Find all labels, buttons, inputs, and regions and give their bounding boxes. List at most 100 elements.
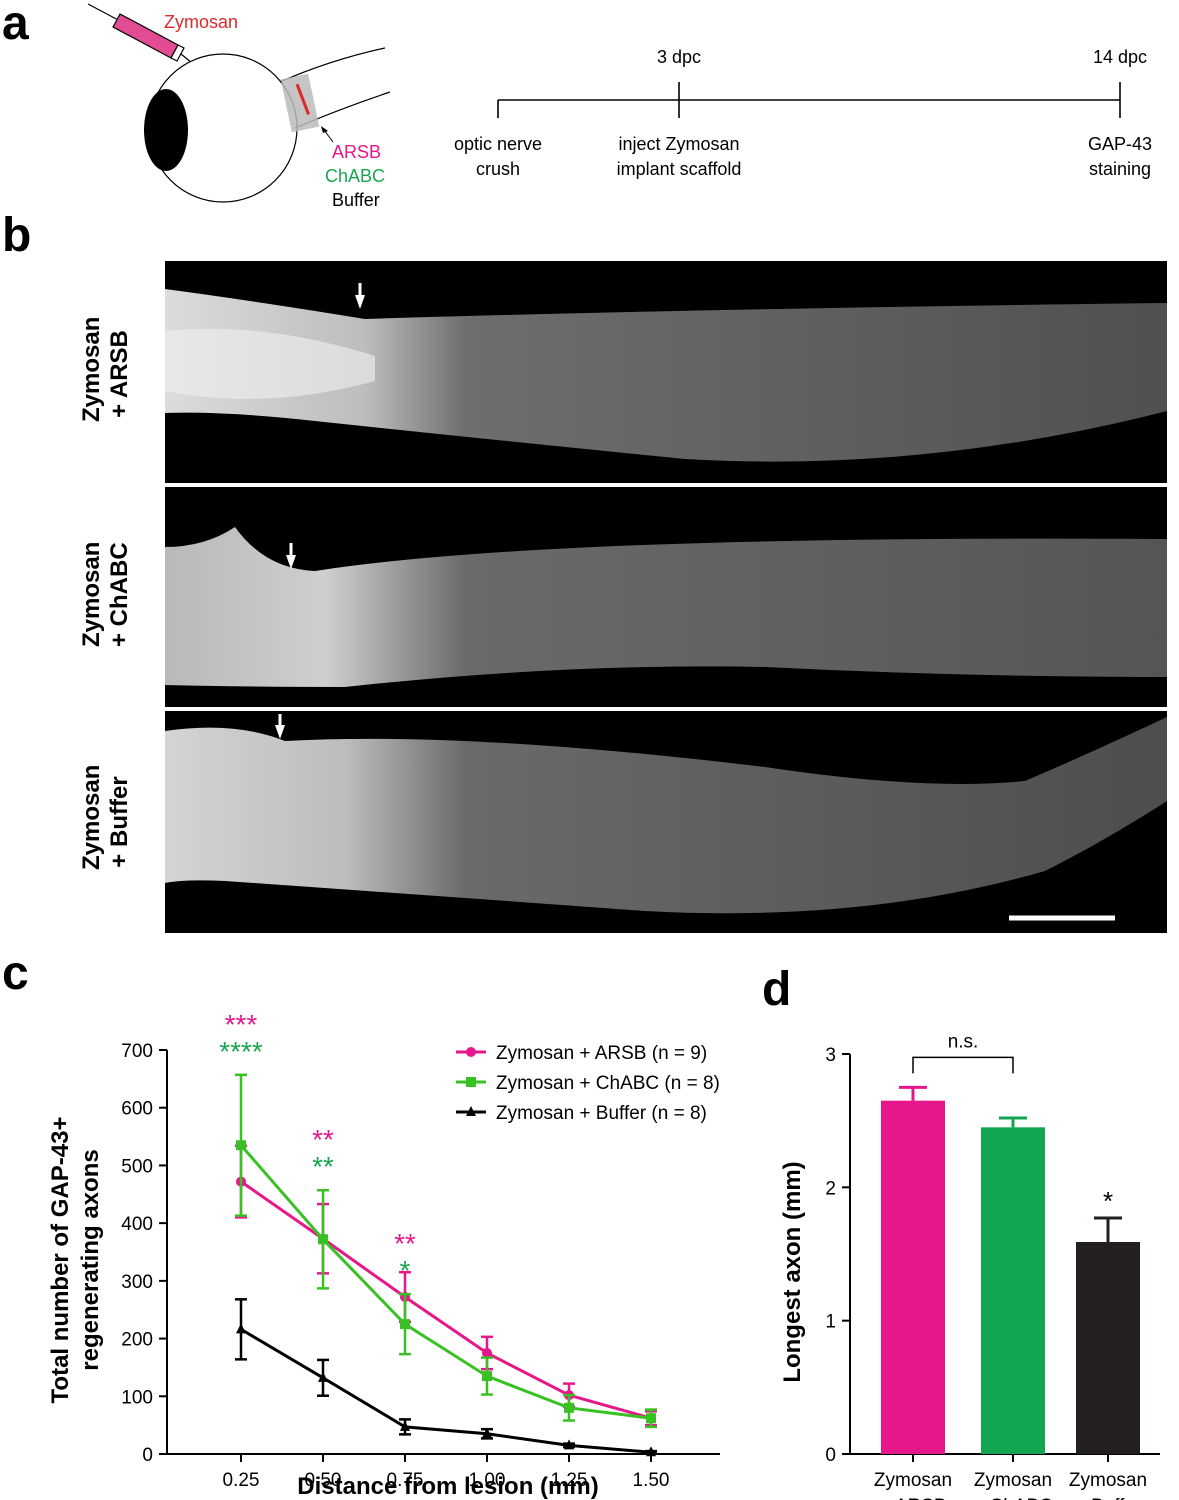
significance-stars: **** (219, 1036, 263, 1067)
y-tick-label: 500 (121, 1156, 153, 1177)
line-chart-ylabel-2: regenerating axons (77, 1149, 104, 1370)
series-line (240, 1180, 652, 1420)
arrow-icon (286, 555, 296, 569)
data-point (400, 1420, 410, 1431)
panel-label-d: d (762, 963, 792, 1016)
row-label-chabc-line1: Zymosan (78, 541, 105, 647)
series-1 (235, 1073, 657, 1429)
y-tick-label: 0 (825, 1445, 836, 1466)
line-chart-annotations: ************** (219, 1009, 416, 1286)
y-tick-label: 3 (825, 1045, 836, 1066)
bar-chart-bars: Zymosan + ARSB Zymosan + ChABC Zymosan + Buff… (874, 1031, 1147, 1500)
y-tick-label: 600 (121, 1099, 153, 1120)
eye-schematic: Zymosan ARSB ChABC Buffer (87, 3, 391, 210)
series-0 (235, 1144, 657, 1427)
data-point (482, 1427, 492, 1438)
line-chart-ylabel-1: Total number of GAP-43+ (47, 1117, 74, 1404)
row-label-arsb-line1: Zymosan (78, 316, 105, 422)
legend-label: Zymosan + Buffer (n = 8) (496, 1103, 707, 1124)
panel-label-a: a (2, 0, 29, 50)
legend-label: Zymosan + ARSB (n = 9) (496, 1043, 707, 1064)
data-point (236, 1323, 246, 1334)
row-label-arsb-line2: + ARSB (106, 330, 133, 418)
timeline-tick-bottom-2a: inject Zymosan (618, 134, 739, 154)
treatment-chabc: ChABC (325, 166, 385, 186)
line-chart: 0 100 200 300 400 500 600 700 0.25 0.50 0.75 1.00 1.… (47, 1009, 720, 1500)
data-point (236, 1140, 246, 1151)
y-tick-label: 200 (121, 1330, 153, 1351)
x-tick-label: 1.25 (551, 1470, 588, 1491)
row-label-chabc: Zymosan + ChABC (78, 541, 174, 647)
bar (881, 1100, 945, 1454)
bar (1076, 1242, 1140, 1454)
timeline: 3 dpc 14 dpc optic nerve crush inject Zy… (454, 47, 1152, 179)
x-tick-label: Zymosan (1069, 1470, 1147, 1491)
x-tick-label: 0.50 (305, 1470, 342, 1491)
x-tick-label: + Buffer (1075, 1496, 1142, 1500)
y-tick-label: 700 (121, 1041, 153, 1062)
significance-label: n.s. (948, 1031, 979, 1052)
row-label-chabc-line2: + ChABC (106, 542, 133, 647)
line-chart-series (235, 1073, 657, 1457)
data-point (466, 1077, 476, 1087)
treatment-arsb: ARSB (332, 142, 381, 162)
significance-stars: *** (225, 1009, 258, 1040)
x-tick-label: Zymosan (974, 1470, 1052, 1491)
timeline-tick-top-3: 14 dpc (1093, 47, 1147, 67)
row-label-arsb: Zymosan + ARSB (78, 316, 174, 422)
line-chart-xlabel: Distance from lesion (mm) (297, 1473, 598, 1500)
data-point (466, 1047, 476, 1057)
timeline-tick-top-2: 3 dpc (657, 47, 701, 67)
x-tick-label: + ChABC (973, 1496, 1053, 1500)
series-2 (235, 1298, 657, 1457)
significance-stars: * (1103, 1186, 1113, 1216)
legend-entry: Zymosan + Buffer (n = 8) (456, 1103, 707, 1124)
line-chart-axes: 0 100 200 300 400 500 600 700 0.25 0.50 0.75 1.00 1.… (121, 1041, 720, 1491)
data-point (482, 1348, 492, 1358)
treatment-buffer: Buffer (332, 190, 380, 210)
row-label-buffer-line2: + Buffer (106, 776, 133, 868)
legend-entry: Zymosan + ARSB (n = 9) (456, 1043, 707, 1064)
y-tick-label: 100 (121, 1387, 153, 1408)
data-point (646, 1446, 656, 1457)
x-tick-label: 1.50 (633, 1470, 670, 1491)
data-point (564, 1402, 574, 1413)
bar-chart-ylabel: Longest axon (mm) (779, 1161, 806, 1382)
row-label-buffer: Zymosan + Buffer (78, 764, 174, 870)
data-point (318, 1234, 328, 1245)
x-tick-label: Zymosan (874, 1470, 952, 1491)
significance-stars: ** (312, 1151, 334, 1182)
micrograph-chabc (165, 487, 1167, 707)
bar (981, 1127, 1045, 1454)
x-tick-label: 0.75 (387, 1470, 424, 1491)
arrow-icon (355, 295, 365, 309)
bar-chart: 0 1 2 3 Zymosan + ARSB Zymosan + ChABC Zymosan +… (779, 1031, 1160, 1500)
significance-bracket (912, 1056, 1014, 1074)
y-tick-label: 0 (142, 1445, 153, 1466)
y-tick-label: 1 (825, 1312, 836, 1333)
data-point (466, 1106, 476, 1116)
x-tick-label: + ARSB (879, 1496, 946, 1500)
series-line (240, 1328, 652, 1454)
significance-stars: ** (394, 1228, 416, 1259)
timeline-tick-bottom-2b: implant scaffold (617, 159, 742, 179)
data-point (646, 1413, 656, 1424)
data-point (564, 1439, 574, 1450)
panel-label-b: b (2, 209, 32, 262)
legend-label: Zymosan + ChABC (n = 8) (496, 1073, 720, 1094)
timeline-tick-bottom-3a: GAP-43 (1088, 134, 1152, 154)
x-tick-label: 0.25 (223, 1470, 260, 1491)
y-tick-label: 400 (121, 1214, 153, 1235)
injection-label: Zymosan (164, 12, 238, 32)
y-tick-label: 2 (825, 1178, 836, 1199)
timeline-tick-bottom-3b: staining (1089, 159, 1151, 179)
timeline-tick-bottom-1b: crush (476, 159, 520, 179)
row-label-buffer-line1: Zymosan (78, 764, 105, 870)
series-line (239, 1144, 652, 1420)
legend-entry: Zymosan + ChABC (n = 8) (456, 1073, 720, 1094)
arrow-icon (275, 725, 285, 739)
panel-label-c: c (2, 947, 29, 1000)
line-chart-legend: Zymosan + ARSB (n = 9) Zymosan + ChABC (n… (456, 1043, 720, 1124)
scaffold-icon (280, 73, 320, 133)
data-point (482, 1371, 492, 1382)
